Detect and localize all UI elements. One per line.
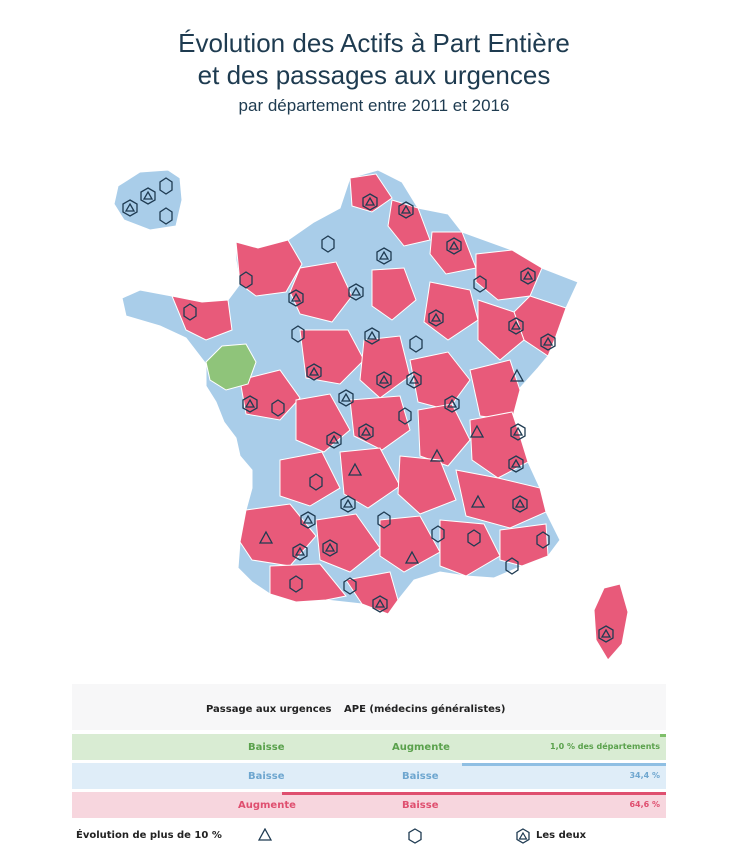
legend-ape-value: Augmente	[392, 742, 450, 753]
legend-ape-value: Baisse	[402, 800, 439, 811]
legend-footer: Évolution de plus de 10 % Les deux	[72, 823, 666, 849]
legend-share-label: 34,4 %	[629, 771, 660, 780]
triangle-in-hexagon-icon	[516, 828, 530, 844]
legend-share-label: 64,6 %	[629, 800, 660, 809]
france-departments-map	[113, 169, 629, 661]
urgences-down-ape-up-area	[205, 343, 257, 391]
legend-ape-value: Baisse	[402, 771, 439, 782]
legend-col-urgences: Passage aux urgences	[206, 704, 332, 715]
hexagon-icon	[408, 828, 422, 844]
legend-col-ape: APE (médecins généralistes)	[344, 704, 506, 715]
legend-row-green: Baisse Augmente 1,0 % des départements	[72, 734, 666, 760]
share-bar	[660, 734, 666, 737]
legend-urgences-value: Augmente	[238, 800, 296, 811]
legend-row-blue: Baisse Baisse 34,4 %	[72, 763, 666, 789]
triangle-markers	[258, 368, 525, 564]
corsica	[593, 583, 629, 661]
idf-inset	[113, 169, 183, 231]
map-title-line2: et des passages aux urgences	[197, 60, 551, 90]
legend-header: Passage aux urgences APE (médecins génér…	[72, 684, 666, 730]
share-bar	[461, 763, 666, 766]
legend-footer-label: Évolution de plus de 10 %	[76, 830, 222, 841]
share-bar	[282, 792, 666, 795]
map-subtitle: par département entre 2011 et 2016	[238, 96, 510, 115]
legend-share-label: 1,0 % des départements	[550, 742, 660, 751]
triangle-icon	[258, 828, 272, 841]
legend-row-red: Augmente Baisse 64,6 %	[72, 792, 666, 818]
map-title-line1: Évolution des Actifs à Part Entière	[178, 28, 570, 58]
hexagon-markers	[159, 177, 550, 595]
both-markers	[122, 187, 614, 643]
legend-table: Passage aux urgences APE (médecins génér…	[72, 684, 666, 854]
legend-urgences-value: Baisse	[248, 742, 285, 753]
legend-urgences-value: Baisse	[248, 771, 285, 782]
legend-both-label: Les deux	[536, 830, 587, 841]
